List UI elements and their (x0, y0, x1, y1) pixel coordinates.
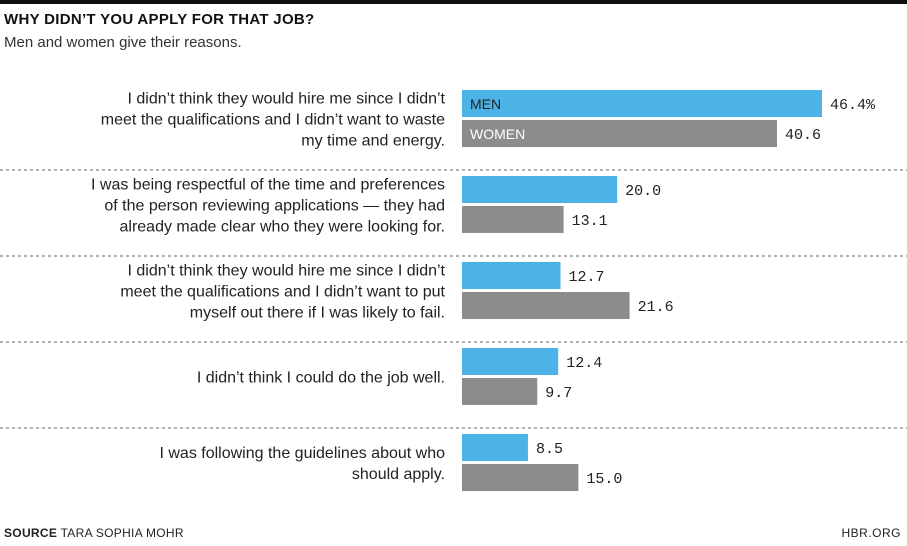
women-value-label: 40.6 (785, 127, 821, 144)
men-bar (462, 176, 618, 203)
category-label: I didn’t think they would hire me since … (128, 91, 446, 108)
men-value-label: 46.4% (830, 97, 876, 114)
women-bar (462, 292, 630, 319)
top-rule (0, 0, 907, 4)
category-label: my time and energy. (301, 133, 445, 150)
men-value-label: 12.7 (569, 269, 605, 286)
legend-women: WOMEN (470, 126, 525, 142)
men-bar (462, 434, 528, 461)
legend-men: MEN (470, 96, 501, 112)
chart-title: WHY DIDN’T YOU APPLY FOR THAT JOB? (4, 11, 315, 28)
category-label: I didn’t think I could do the job well. (197, 370, 445, 387)
source-text: TARA SOPHIA MOHR (60, 526, 184, 540)
men-bar (462, 90, 822, 117)
men-value-label: 20.0 (625, 183, 661, 200)
women-value-label: 13.1 (572, 213, 608, 230)
source-label: SOURCE (4, 526, 58, 540)
men-value-label: 8.5 (536, 441, 563, 458)
source-note: SOURCE TARA SOPHIA MOHR (4, 526, 184, 540)
category-label: I didn’t think they would hire me since … (128, 263, 446, 280)
men-value-label: 12.4 (566, 355, 602, 372)
category-label: meet the qualifications and I didn’t wan… (120, 284, 445, 301)
women-bar (462, 120, 777, 147)
women-bar (462, 464, 579, 491)
category-label: of the person reviewing applications — t… (104, 198, 445, 215)
women-bar (462, 378, 538, 405)
category-label: should apply. (352, 466, 445, 483)
bar-chart: I didn’t think they would hire me since … (0, 90, 907, 491)
women-value-label: 9.7 (545, 385, 572, 402)
credit: HBR.ORG (841, 526, 901, 540)
chart-subtitle: Men and women give their reasons. (4, 34, 242, 51)
women-value-label: 21.6 (638, 299, 674, 316)
category-label: already made clear who they were looking… (119, 219, 445, 236)
men-bar (462, 262, 561, 289)
women-value-label: 15.0 (586, 471, 622, 488)
men-bar (462, 348, 559, 375)
category-label: myself out there if I was likely to fail… (190, 305, 445, 322)
category-label: meet the qualifications and I didn’t wan… (101, 112, 445, 129)
category-label: I was following the guidelines about who (159, 445, 445, 462)
category-label: I was being respectful of the time and p… (91, 177, 445, 194)
women-bar (462, 206, 564, 233)
